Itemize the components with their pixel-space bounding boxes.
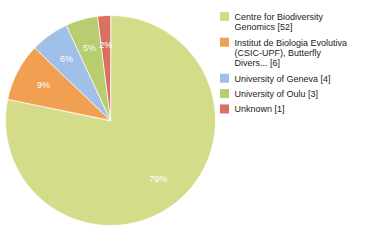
svg-text:79%: 79%: [149, 174, 167, 184]
svg-text:Unknown [1]: Unknown [1]: [235, 104, 285, 114]
svg-text:9%: 9%: [37, 80, 50, 90]
svg-text:University of Geneva [4]: University of Geneva [4]: [235, 74, 331, 84]
svg-text:Centre for BiodiversityGenomic: Centre for BiodiversityGenomics [52]: [235, 12, 324, 32]
svg-text:5%: 5%: [83, 43, 96, 53]
svg-text:2%: 2%: [99, 40, 112, 50]
svg-text:Institut de Biologia Evolutiva: Institut de Biologia Evolutiva(CSIC-UPF)…: [235, 38, 348, 69]
svg-text:6%: 6%: [60, 54, 73, 64]
svg-text:University of Oulu [3]: University of Oulu [3]: [235, 89, 319, 99]
